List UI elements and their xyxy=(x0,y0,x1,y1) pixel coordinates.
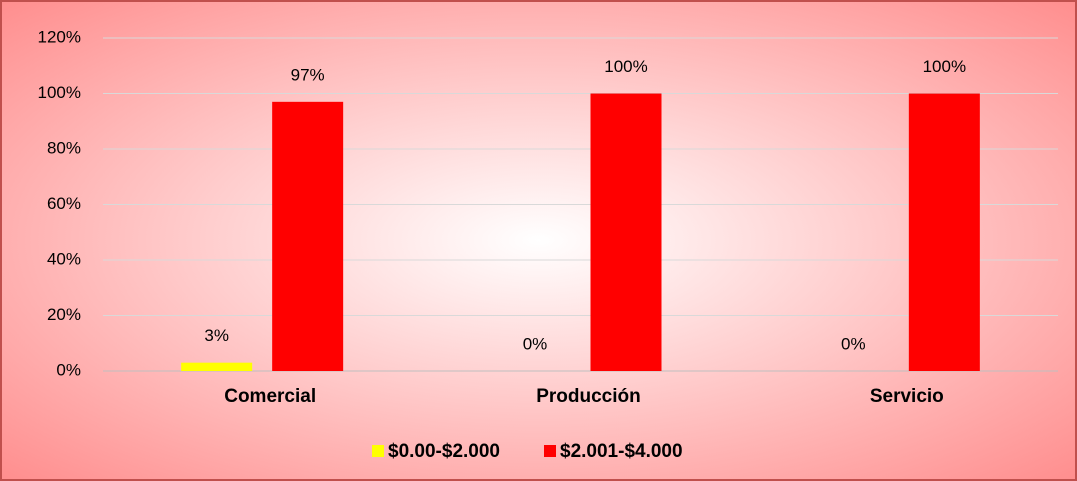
x-tick-label: Servicio xyxy=(870,386,944,407)
x-tick-label: Producción xyxy=(536,386,641,407)
legend-label: $2.001-$4.000 xyxy=(560,441,683,462)
value-label: 100% xyxy=(604,57,647,76)
legend-label: $0.00-$2.000 xyxy=(388,441,500,462)
y-tick-label: 100% xyxy=(38,83,81,102)
value-label: 0% xyxy=(841,334,866,353)
y-tick-label: 60% xyxy=(47,194,81,213)
y-tick-label: 0% xyxy=(56,360,81,379)
value-label: 97% xyxy=(291,65,325,84)
y-tick-label: 40% xyxy=(47,249,81,268)
bar xyxy=(272,101,344,371)
bar xyxy=(181,362,253,371)
y-tick-label: 20% xyxy=(47,305,81,324)
y-tick-label: 80% xyxy=(47,138,81,157)
bar xyxy=(908,93,980,371)
legend-swatch xyxy=(544,445,556,457)
bar xyxy=(590,93,662,371)
x-tick-label: Comercial xyxy=(224,386,316,407)
legend-swatch xyxy=(372,445,384,457)
value-label: 100% xyxy=(923,57,966,76)
y-tick-label: 120% xyxy=(38,27,81,46)
value-label: 3% xyxy=(204,326,229,345)
value-label: 0% xyxy=(523,334,548,353)
